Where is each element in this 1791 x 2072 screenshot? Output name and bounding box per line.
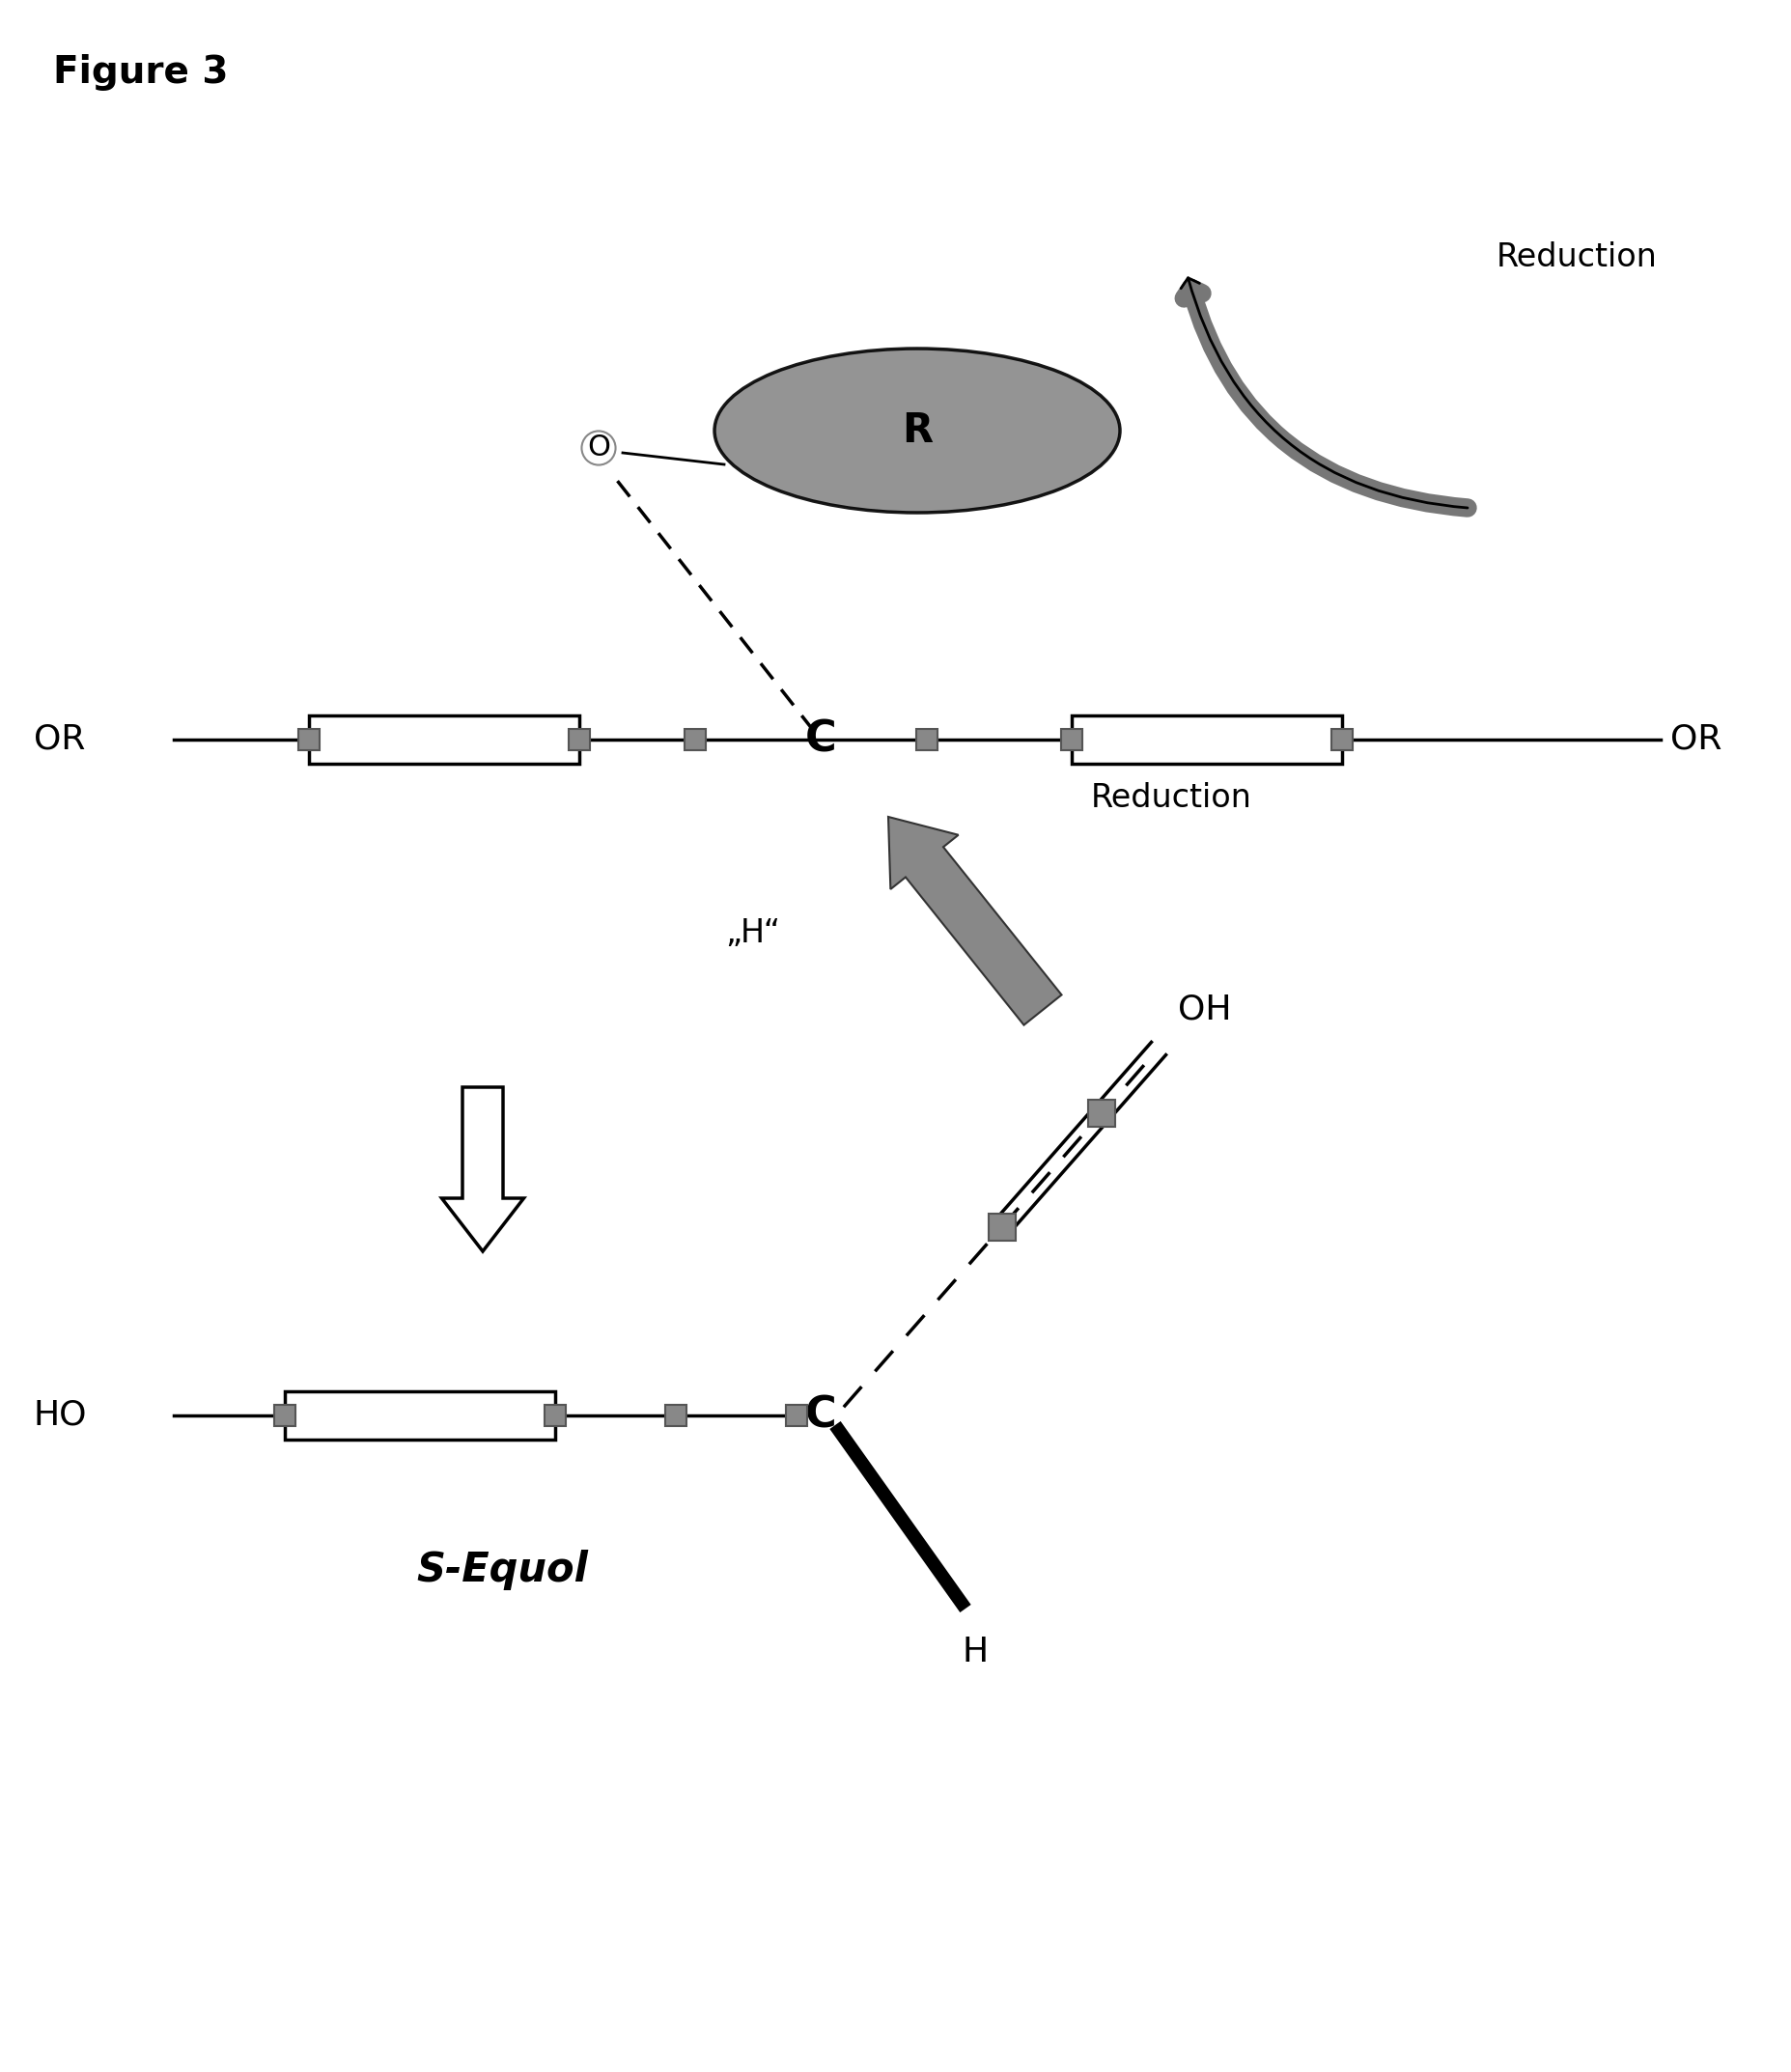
Bar xyxy=(786,1405,806,1426)
Bar xyxy=(285,1390,555,1440)
Text: OR: OR xyxy=(1669,723,1721,756)
Bar xyxy=(274,1405,296,1426)
Ellipse shape xyxy=(715,348,1119,512)
Text: OH: OH xyxy=(1177,992,1230,1026)
Bar xyxy=(664,1405,686,1426)
Text: R: R xyxy=(901,410,933,452)
Bar xyxy=(684,729,706,750)
Text: HO: HO xyxy=(34,1399,88,1432)
FancyArrow shape xyxy=(441,1088,523,1251)
Bar xyxy=(1071,715,1341,765)
Bar xyxy=(297,729,319,750)
Bar xyxy=(544,1405,566,1426)
Bar xyxy=(308,715,578,765)
Text: OR: OR xyxy=(34,723,86,756)
FancyArrow shape xyxy=(888,816,1060,1026)
Bar xyxy=(987,1214,1015,1241)
Bar xyxy=(1331,729,1352,750)
Text: Figure 3: Figure 3 xyxy=(54,54,227,91)
Text: O: O xyxy=(587,433,611,462)
Bar xyxy=(915,729,937,750)
Bar xyxy=(1060,729,1082,750)
Text: C: C xyxy=(804,1394,836,1436)
Text: Reduction: Reduction xyxy=(1091,781,1252,814)
Text: S-Equol: S-Equol xyxy=(416,1550,587,1589)
Text: H: H xyxy=(962,1635,987,1668)
Bar xyxy=(568,729,589,750)
Text: „H“: „H“ xyxy=(725,916,781,949)
Text: C: C xyxy=(804,719,836,760)
Text: Reduction: Reduction xyxy=(1495,240,1657,274)
Bar xyxy=(1087,1100,1116,1127)
